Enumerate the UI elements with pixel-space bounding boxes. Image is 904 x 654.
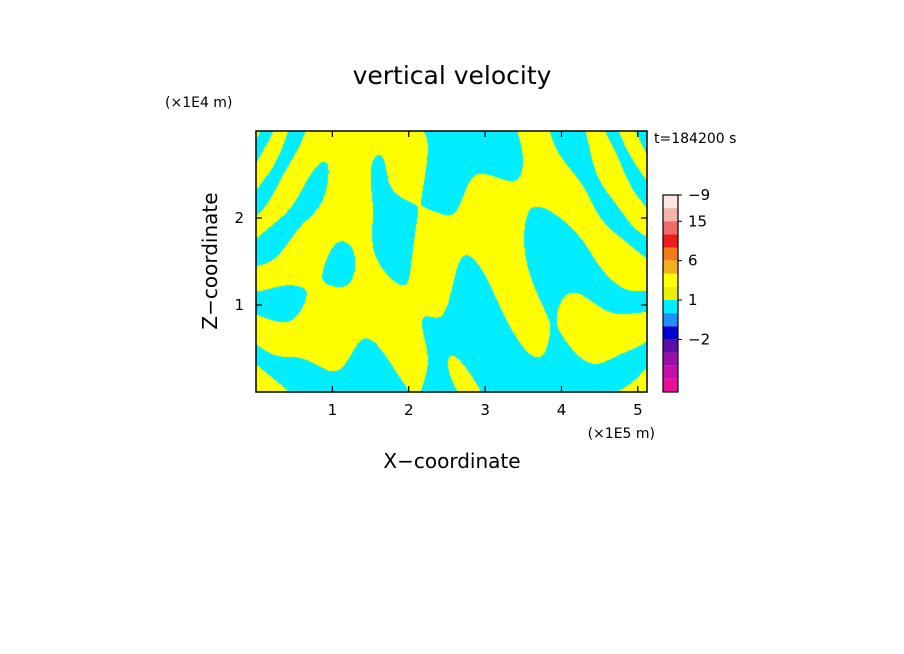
colorbar-segment [663, 352, 678, 366]
colorbar-segment [663, 221, 678, 235]
y-axis-unit: (×1E4 m) [165, 95, 232, 111]
colorbar-segment [663, 234, 678, 248]
x-tick-label: 4 [557, 401, 567, 419]
y-axis-label: Z−coordinate [198, 192, 222, 329]
colorbar-segment [663, 339, 678, 353]
y-tick-label: 1 [234, 296, 244, 314]
colorbar-segment [663, 260, 678, 274]
colorbar-segment [663, 286, 678, 301]
chart-title: vertical velocity [353, 61, 552, 90]
y-axis-ticks: 12 [234, 209, 647, 314]
colorbar: 15 6 1 −2 −9 [662, 186, 710, 393]
colorbar-tick-label: −2 [688, 330, 710, 348]
time-label: t=184200 s [654, 131, 736, 147]
colorbar-segment [663, 326, 678, 340]
colorbar-segment [663, 365, 678, 379]
colorbar-segment [663, 313, 678, 327]
colorbar-tick-label: 1 [688, 291, 698, 309]
colorbar-tick-label: −9 [688, 186, 710, 204]
x-axis-label: X−coordinate [383, 449, 520, 473]
colorbar-segment [663, 273, 678, 287]
colorbar-segment [663, 247, 678, 261]
plot-frame [255, 130, 648, 393]
x-axis-ticks: 1 2 3 4 5 [328, 131, 643, 419]
velocity-field [256, 131, 647, 392]
x-axis-unit: (×1E5 m) [588, 426, 655, 442]
colorbar-tick-label: 15 [688, 212, 707, 230]
colorbar-frame [662, 194, 679, 393]
x-tick-label: 3 [480, 401, 490, 419]
colorbar-segment [663, 378, 678, 392]
x-tick-label: 5 [633, 401, 643, 419]
y-tick-label: 2 [234, 209, 244, 227]
x-tick-label: 1 [328, 401, 338, 419]
colorbar-tick-label: 6 [688, 252, 698, 270]
velocity-field-image [256, 131, 647, 392]
colorbar-segment [663, 300, 678, 314]
colorbar-segment [663, 195, 678, 209]
x-tick-label: 2 [404, 401, 414, 419]
colorbar-segment [663, 208, 678, 222]
